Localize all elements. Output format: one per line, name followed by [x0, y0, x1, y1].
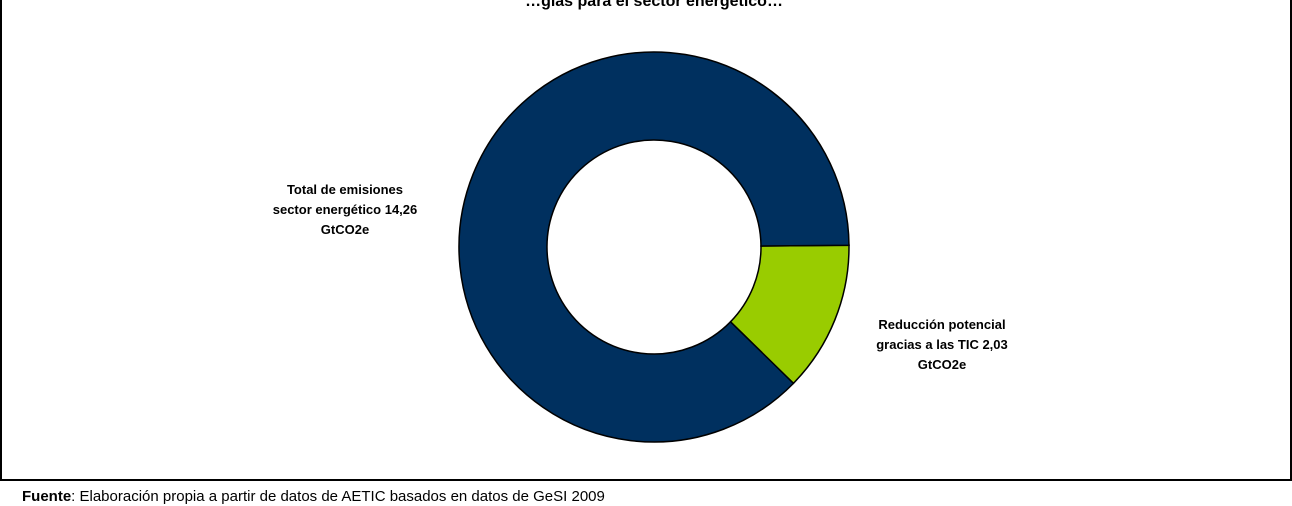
label-total-emissions-line: Total de emisiones [287, 182, 403, 197]
label-ict-reduction-line: Reducción potencial [878, 317, 1005, 332]
chart-title: …gias para el sector energético… [525, 0, 783, 10]
label-total-emissions-line: GtCO2e [321, 222, 369, 237]
slice-total-emissions [458, 51, 850, 443]
label-total-emissions-line: sector energético 14,26 [273, 202, 418, 217]
slice-labels: Total de emisiones sector energético 14,2… [273, 182, 1008, 372]
label-total-emissions: Total de emisiones sector energético 14,2… [273, 182, 418, 237]
donut-slices [458, 51, 850, 443]
label-ict-reduction: Reducción potencial gracias a las TIC 2,0… [876, 317, 1008, 372]
source-text: : Elaboración propia a partir de datos d… [71, 488, 605, 505]
source-note: Fuente: Elaboración propia a partir de d… [22, 487, 605, 506]
label-ict-reduction-line: GtCO2e [918, 357, 966, 372]
label-ict-reduction-line: gracias a las TIC 2,03 [876, 337, 1008, 352]
source-label: Fuente [22, 488, 72, 505]
